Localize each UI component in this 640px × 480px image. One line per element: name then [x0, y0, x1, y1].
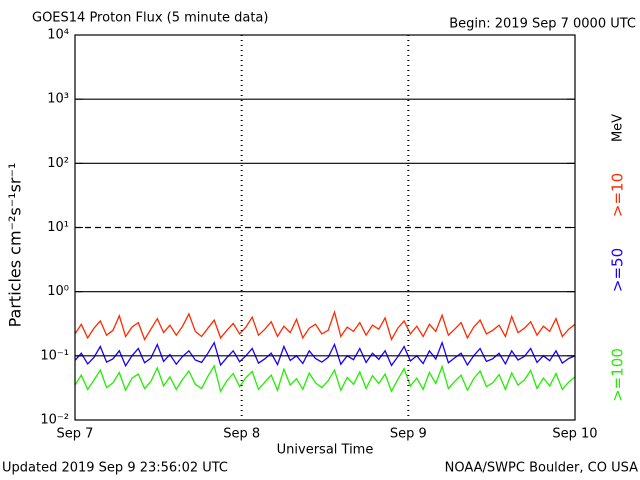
plot-frame — [74, 34, 576, 421]
x-tick-label: Sep 7 — [57, 427, 94, 442]
series-line — [74, 340, 576, 368]
legend-entry: >=50 — [609, 248, 627, 292]
series-line — [74, 309, 576, 342]
series-line — [74, 364, 576, 393]
y-tick-label: 10⁻² — [40, 413, 69, 428]
x-tick-label: Sep 10 — [552, 427, 597, 442]
footer-right: NOAA/SWPC Boulder, CO USA — [445, 461, 638, 476]
y-tick-label: 10⁴ — [47, 28, 69, 43]
y-tick-label: 10⁻¹ — [40, 348, 69, 363]
legend-entry: >=100 — [609, 348, 627, 402]
x-tick-label: Sep 8 — [223, 427, 260, 442]
y-tick-label: 10² — [47, 156, 69, 171]
footer-left: Updated 2019 Sep 9 23:56:02 UTC — [2, 461, 228, 476]
y-tick-label: 10⁰ — [47, 284, 69, 299]
y-axis-label: Particles cm⁻²s⁻¹sr⁻¹ — [6, 163, 25, 328]
y-tick-label: 10³ — [47, 92, 69, 107]
chart-subtitle: Begin: 2019 Sep 7 0000 UTC — [449, 17, 636, 32]
legend-unit: MeV — [611, 114, 626, 142]
x-tick-label: Sep 9 — [390, 427, 427, 442]
y-tick-label: 10¹ — [47, 220, 69, 235]
legend-entry: >=10 — [609, 173, 627, 217]
x-axis-label: Universal Time — [277, 443, 374, 458]
chart-title: GOES14 Proton Flux (5 minute data) — [32, 11, 268, 26]
